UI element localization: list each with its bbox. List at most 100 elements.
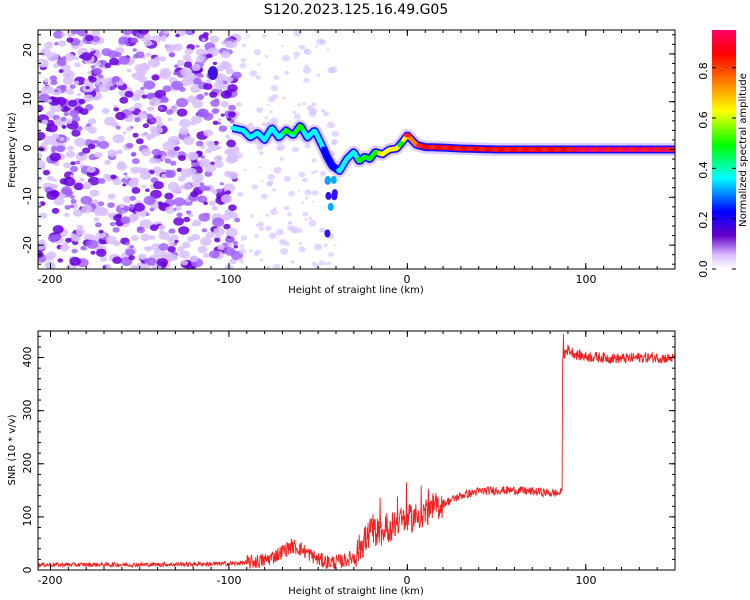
colorbar-tick: 0.4	[697, 161, 710, 179]
noise-speck	[312, 200, 315, 203]
noise-speck	[47, 175, 54, 181]
ridge-hotspot	[415, 143, 424, 148]
noise-speck	[267, 173, 275, 181]
noise-speck	[183, 216, 191, 223]
noise-speck	[54, 42, 59, 46]
noise-speck	[176, 97, 189, 108]
noise-speck	[228, 104, 237, 111]
noise-speck	[262, 34, 267, 38]
noise-speck	[302, 102, 306, 106]
noise-speck	[191, 63, 201, 72]
ridge-hotspot	[428, 145, 437, 150]
noise-speck	[75, 160, 81, 165]
noise-speck	[44, 41, 54, 49]
noise-speck	[51, 133, 60, 140]
noise-speck	[173, 146, 180, 151]
noise-speck	[284, 241, 290, 246]
ridge-hotspot	[615, 147, 624, 152]
colorbar: 0.0 0.2 0.4 0.6 0.8 Normalized spectral …	[697, 30, 749, 278]
noise-speck	[209, 91, 218, 98]
noise-speck	[176, 108, 188, 117]
noise-speck	[185, 30, 196, 36]
noise-speck	[70, 199, 77, 204]
noise-speck	[177, 246, 185, 252]
noise-speck	[128, 255, 135, 261]
ridge-hotspot	[440, 145, 449, 150]
noise-speck	[39, 165, 46, 170]
noise-speck	[173, 197, 186, 207]
noise-speck	[199, 185, 208, 192]
noise-speck	[266, 103, 270, 106]
noise-speck	[301, 201, 305, 205]
noise-speck	[141, 148, 152, 157]
noise-speck	[328, 261, 332, 265]
noise-speck	[145, 52, 152, 57]
noise-speck	[256, 144, 264, 151]
noise-speck	[63, 111, 70, 117]
noise-speck	[97, 201, 105, 207]
noise-speck	[229, 258, 237, 265]
noise-speck	[39, 212, 48, 219]
noise-speck	[265, 225, 272, 231]
noise-speck	[135, 138, 144, 145]
noise-speck	[168, 241, 175, 247]
noise-speck	[217, 244, 225, 251]
snr-xtick: -100	[217, 574, 242, 587]
noise-speck	[311, 158, 317, 163]
noise-speck	[73, 80, 80, 86]
noise-speck	[50, 103, 62, 113]
noise-speck	[121, 30, 133, 35]
noise-speck	[265, 213, 270, 217]
noise-speck	[318, 260, 325, 266]
noise-speck	[287, 212, 292, 217]
noise-speck	[281, 54, 290, 62]
noise-speck	[50, 146, 58, 151]
noise-speck	[314, 30, 319, 34]
noise-speck	[113, 107, 120, 112]
noise-speck	[47, 86, 53, 92]
noise-speck	[143, 246, 149, 250]
colorbar-label: Normalized spectral amplitude	[738, 73, 749, 227]
noise-speck	[211, 189, 217, 194]
noise-speck	[270, 84, 279, 92]
noise-speck	[206, 53, 213, 59]
noise-speck	[299, 44, 306, 50]
noise-speck	[63, 177, 76, 187]
noise-speck	[57, 59, 67, 67]
snr-line-layer	[38, 333, 675, 569]
noise-speck	[223, 223, 231, 230]
noise-speck	[288, 190, 296, 197]
noise-speck	[255, 75, 261, 80]
noise-speck	[65, 237, 72, 243]
ridge-hotspot	[653, 147, 662, 152]
noise-speck	[73, 182, 84, 191]
noise-speck	[273, 207, 277, 210]
noise-speck	[66, 37, 74, 43]
noise-speck	[227, 171, 239, 180]
noise-speck	[220, 90, 232, 99]
ridge-hotspot	[528, 147, 537, 152]
noise-speck	[196, 222, 201, 226]
noise-speck	[166, 109, 174, 115]
noise-speck	[237, 257, 243, 262]
noise-speck	[58, 40, 67, 47]
noise-speck	[303, 77, 310, 83]
noise-speck	[52, 178, 57, 182]
noise-speck	[178, 127, 189, 135]
noise-speck	[107, 149, 118, 157]
snr-xlabel: Height of straight line (km)	[288, 586, 424, 597]
noise-speck	[195, 44, 200, 48]
noise-speck	[211, 205, 218, 211]
noise-speck	[233, 244, 239, 249]
noise-speck	[214, 237, 221, 243]
colorbar-tick: 0.6	[697, 111, 710, 129]
noise-speck	[325, 262, 329, 266]
noise-speck	[201, 38, 206, 42]
noise-speck	[38, 176, 43, 182]
noise-speck	[225, 235, 235, 244]
noise-speck	[176, 59, 185, 67]
noise-speck	[111, 75, 121, 83]
noise-speck	[127, 114, 134, 119]
noise-speck	[44, 261, 56, 269]
